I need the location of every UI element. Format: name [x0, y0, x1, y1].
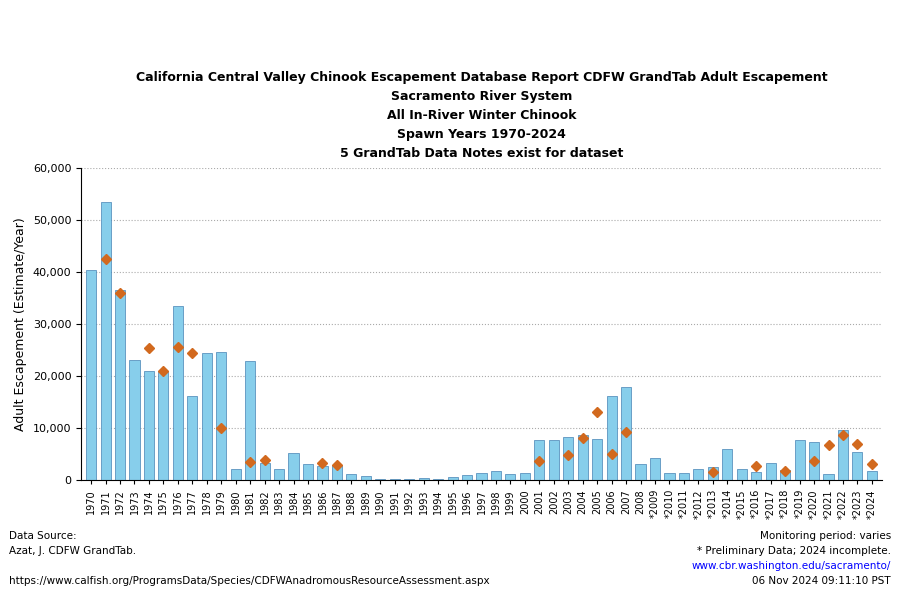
Bar: [216, 352, 226, 480]
Bar: [404, 479, 414, 480]
Bar: [867, 471, 877, 480]
Bar: [230, 469, 241, 480]
Bar: [737, 469, 747, 480]
Bar: [462, 475, 472, 480]
Bar: [752, 472, 761, 480]
Bar: [173, 306, 183, 480]
Bar: [795, 440, 805, 480]
Bar: [707, 467, 718, 480]
Bar: [809, 442, 819, 480]
Bar: [418, 478, 428, 480]
Text: www.cbr.washington.edu/sacramento/: www.cbr.washington.edu/sacramento/: [691, 561, 891, 571]
Bar: [433, 479, 443, 480]
Bar: [346, 474, 356, 480]
Bar: [722, 449, 733, 480]
Bar: [766, 463, 776, 480]
Bar: [780, 470, 790, 480]
Bar: [824, 474, 833, 480]
Bar: [563, 437, 573, 480]
Bar: [274, 469, 284, 480]
Text: Azat, J. CDFW GrandTab.: Azat, J. CDFW GrandTab.: [9, 546, 136, 556]
Bar: [202, 353, 211, 480]
Bar: [535, 440, 544, 480]
Bar: [852, 452, 862, 480]
Bar: [130, 361, 140, 480]
Bar: [245, 361, 256, 480]
Bar: [549, 440, 559, 480]
Bar: [578, 435, 588, 480]
Bar: [375, 479, 385, 480]
Bar: [520, 473, 530, 480]
Bar: [621, 387, 631, 480]
Bar: [101, 202, 111, 480]
Bar: [491, 470, 501, 480]
Text: 06 Nov 2024 09:11:10 PST: 06 Nov 2024 09:11:10 PST: [752, 576, 891, 586]
Text: Data Source:: Data Source:: [9, 531, 77, 541]
Text: https://www.calfish.org/ProgramsData/Species/CDFWAnadromousResourceAssessment.as: https://www.calfish.org/ProgramsData/Spe…: [9, 576, 490, 586]
Bar: [635, 464, 645, 480]
Bar: [838, 430, 848, 480]
Bar: [447, 477, 457, 480]
Bar: [650, 458, 660, 480]
Bar: [289, 453, 299, 480]
Bar: [361, 476, 371, 480]
Bar: [664, 473, 674, 480]
Bar: [187, 396, 197, 480]
Bar: [693, 469, 704, 480]
Bar: [679, 473, 689, 480]
Text: Monitoring period: varies: Monitoring period: varies: [760, 531, 891, 541]
Bar: [476, 473, 487, 480]
Bar: [303, 464, 313, 480]
Title: California Central Valley Chinook Escapement Database Report CDFW GrandTab Adult: California Central Valley Chinook Escape…: [136, 71, 827, 160]
Bar: [318, 466, 328, 480]
Bar: [607, 396, 616, 480]
Bar: [506, 474, 516, 480]
Bar: [144, 371, 154, 480]
Bar: [86, 270, 96, 480]
Bar: [332, 465, 342, 480]
Bar: [158, 371, 168, 480]
Bar: [592, 439, 602, 480]
Bar: [259, 463, 270, 480]
Y-axis label: Adult Escapement (Estimate/Year): Adult Escapement (Estimate/Year): [14, 217, 27, 431]
Bar: [115, 290, 125, 480]
Text: * Preliminary Data; 2024 incomplete.: * Preliminary Data; 2024 incomplete.: [697, 546, 891, 556]
